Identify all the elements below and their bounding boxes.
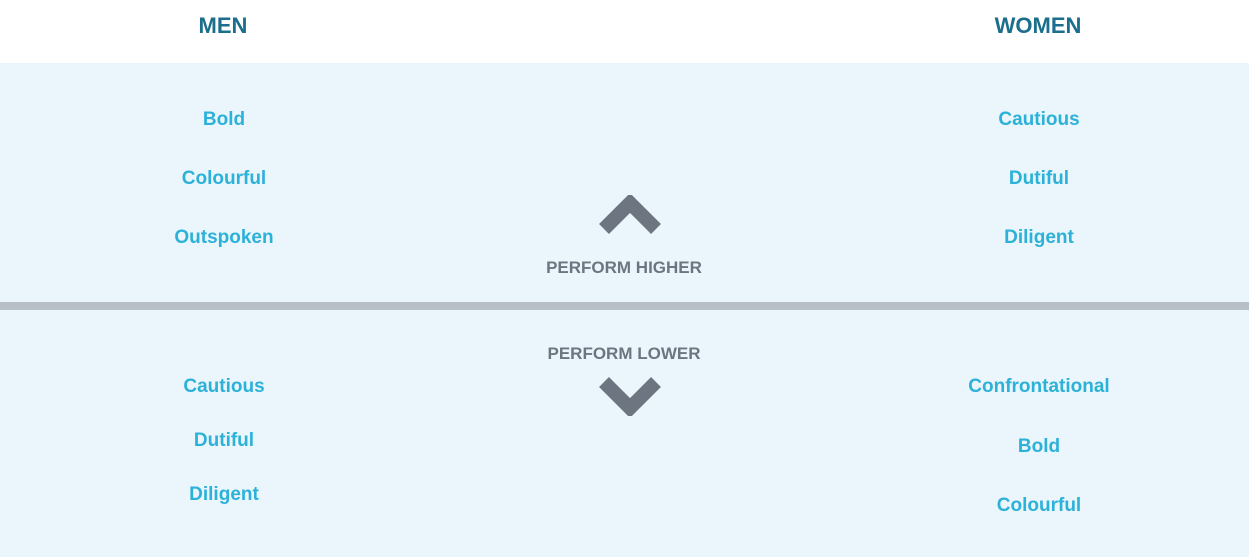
lower-panel (0, 310, 1249, 557)
trait: Cautious (998, 109, 1080, 130)
trait: Cautious (183, 376, 265, 397)
trait: Confrontational (968, 376, 1110, 397)
separator (0, 302, 1249, 310)
trait: Dutiful (1008, 168, 1070, 189)
men-header: MEN (198, 13, 248, 38)
up-chevron (599, 195, 661, 234)
down-chevron (599, 377, 661, 416)
trait: Diligent (1004, 227, 1074, 248)
trait: Colourful (996, 495, 1082, 516)
women-header: WOMEN (994, 13, 1082, 38)
trait: Bold (1017, 436, 1061, 457)
trait: Outspoken (174, 227, 274, 248)
trait: Bold (202, 109, 246, 130)
lower-label: PERFORM LOWER (547, 344, 701, 363)
trait: Colourful (181, 168, 267, 189)
trait: Diligent (189, 484, 259, 505)
trait: Dutiful (193, 430, 255, 451)
higher-label: PERFORM HIGHER (546, 258, 702, 277)
higher-panel (0, 63, 1249, 302)
